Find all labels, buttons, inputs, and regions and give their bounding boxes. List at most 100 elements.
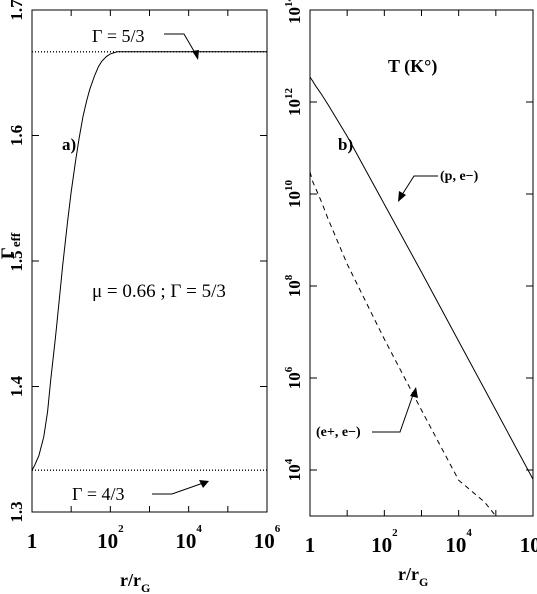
y-tick-label-exponent: 12 [283, 88, 295, 100]
y-tick-label: 1012 [283, 88, 304, 117]
x-tick-label-exponent: 4 [466, 527, 472, 539]
panel-a-annotation-gamma-43: Γ = 4/3 [72, 484, 125, 504]
panel-b-annotation-p-e: (p, e−) [440, 169, 479, 184]
panel-a-arrowhead-gamma-43 [199, 480, 209, 488]
panel-b-arrowhead-p-e [398, 191, 406, 202]
panel-b-x-axis-label: r/rG [398, 564, 428, 589]
x-tick-label-text: 10 [445, 533, 466, 557]
panel-a-frame [31, 9, 268, 513]
series-line-dashed [309, 171, 497, 517]
panel-a-ylabel: Γ [0, 247, 19, 259]
panel-b-arrow-p-e [399, 175, 438, 199]
svg-text:108: 108 [283, 274, 304, 297]
y-tick-label-text: 1.6 [7, 125, 26, 146]
y-tick-label-text: 10 [285, 99, 304, 116]
y-tick-label: 1014 [283, 0, 304, 24]
y-tick-label-exponent: 6 [283, 366, 295, 372]
y-tick-label-text: 10 [285, 464, 304, 481]
panel-a-y-axis-label: Γeff [0, 232, 23, 259]
y-tick-label-exponent: 4 [283, 458, 295, 464]
panel-a-y-tick-labels: 1.3 1.4 1.5 1.6 1.7 [7, 0, 26, 523]
y-tick-label: 1010 [283, 180, 304, 209]
panel-b-label: b) [338, 135, 353, 154]
panel-a-arrowhead-gamma-53 [192, 50, 199, 60]
panel-b-annotation-e-e: (e+, e−) [316, 425, 361, 440]
panel-a-label: a) [62, 135, 76, 154]
panel-a-series [31, 51, 267, 471]
series-line-solid [309, 76, 534, 480]
y-tick-label-exponent: 10 [283, 180, 295, 192]
panel-a-annotation-mu: μ = 0.66 ; Γ = 5/3 [92, 281, 226, 302]
x-tick-label-exponent: 2 [118, 523, 124, 535]
x-tick-label-text: 10 [371, 533, 392, 557]
y-tick-label-text: 1.7 [7, 0, 26, 21]
panel-a-annotation-gamma-53: Γ = 5/3 [92, 26, 145, 46]
panel-a-x-tick-labels: 1 102 104 106 [27, 523, 281, 553]
svg-text:1.6: 1.6 [7, 125, 26, 146]
y-tick-label: 106 [283, 366, 304, 389]
x-tick-label-text: 10 [175, 529, 196, 553]
panel-b-xlabel: r/r [398, 564, 419, 584]
x-tick-label: 1 [27, 529, 38, 553]
panel-b-title: T (K°) [388, 56, 437, 77]
svg-text:104: 104 [283, 458, 304, 481]
svg-text:1.5: 1.5 [7, 250, 26, 271]
panel-a-ylabel-sub: eff [8, 232, 23, 247]
panel-b-frame [309, 9, 534, 517]
svg-text:1.7: 1.7 [7, 0, 26, 21]
y-tick-label-text: 10 [285, 372, 304, 389]
y-tick-label: 1.3 [7, 501, 26, 522]
x-tick-label-exponent: 6 [275, 523, 281, 535]
y-tick-label-text: 1.5 [7, 250, 26, 271]
svg-text:1.3: 1.3 [7, 501, 26, 522]
svg-text:1010: 1010 [283, 180, 304, 209]
x-tick-label: 104 [175, 523, 202, 553]
x-tick-label-text: 1 [27, 529, 38, 553]
panel-b-series [309, 76, 534, 517]
series-line-solid [31, 51, 267, 471]
y-tick-label: 1.7 [7, 0, 26, 21]
svg-text:106: 106 [283, 366, 304, 389]
panel-a-arrow-gamma-43 [152, 481, 207, 495]
panel-b-arrow-e-e [372, 391, 415, 433]
x-tick-label-text: 10 [254, 529, 275, 553]
x-tick-label-text: 10 [520, 533, 537, 557]
y-tick-label-text: 1.4 [7, 375, 26, 397]
y-tick-label-exponent: 14 [283, 0, 295, 7]
svg-text:Γeff: Γeff [0, 232, 23, 259]
panel-a-tick-marks [31, 9, 268, 513]
y-tick-label: 104 [283, 458, 304, 481]
panel-b-tick-marks [309, 9, 534, 516]
x-tick-label: 1 [305, 533, 316, 557]
x-tick-label-text: 1 [305, 533, 316, 557]
y-tick-label: 1.6 [7, 125, 26, 146]
panel-b-arrowhead-e-e [410, 387, 418, 398]
y-tick-label: 1.5 [7, 250, 26, 271]
x-tick-label-text: 10 [97, 529, 118, 553]
svg-text:1014: 1014 [283, 0, 304, 24]
y-tick-label-text: 1.3 [7, 501, 26, 522]
panel-a: 1.31.41.51.61.7 1 102 104 106 a) μ = 0.66 ;… [0, 0, 281, 594]
x-tick-label-exponent: 4 [196, 523, 202, 535]
panel-a-x-axis-label: r/rG [120, 570, 150, 594]
x-tick-label: 102 [371, 527, 398, 557]
panel-a-xlabel: r/r [120, 570, 141, 590]
x-tick-label: 102 [97, 523, 124, 553]
x-tick-label-exponent: 2 [392, 527, 398, 539]
x-tick-label: 106 [520, 527, 537, 557]
svg-text:1012: 1012 [283, 88, 304, 117]
x-tick-label: 106 [254, 523, 281, 553]
panel-a-xlabel-sub: G [141, 581, 150, 594]
y-tick-label: 108 [283, 274, 304, 297]
y-tick-label-text: 10 [285, 7, 304, 24]
y-tick-label-exponent: 8 [283, 274, 295, 280]
y-tick-label: 1.4 [7, 375, 26, 397]
panel-b-xlabel-sub: G [419, 575, 428, 589]
panel-a-arrow-gamma-53 [164, 33, 199, 59]
y-tick-label-text: 10 [285, 191, 304, 208]
svg-text:1.4: 1.4 [7, 375, 26, 397]
